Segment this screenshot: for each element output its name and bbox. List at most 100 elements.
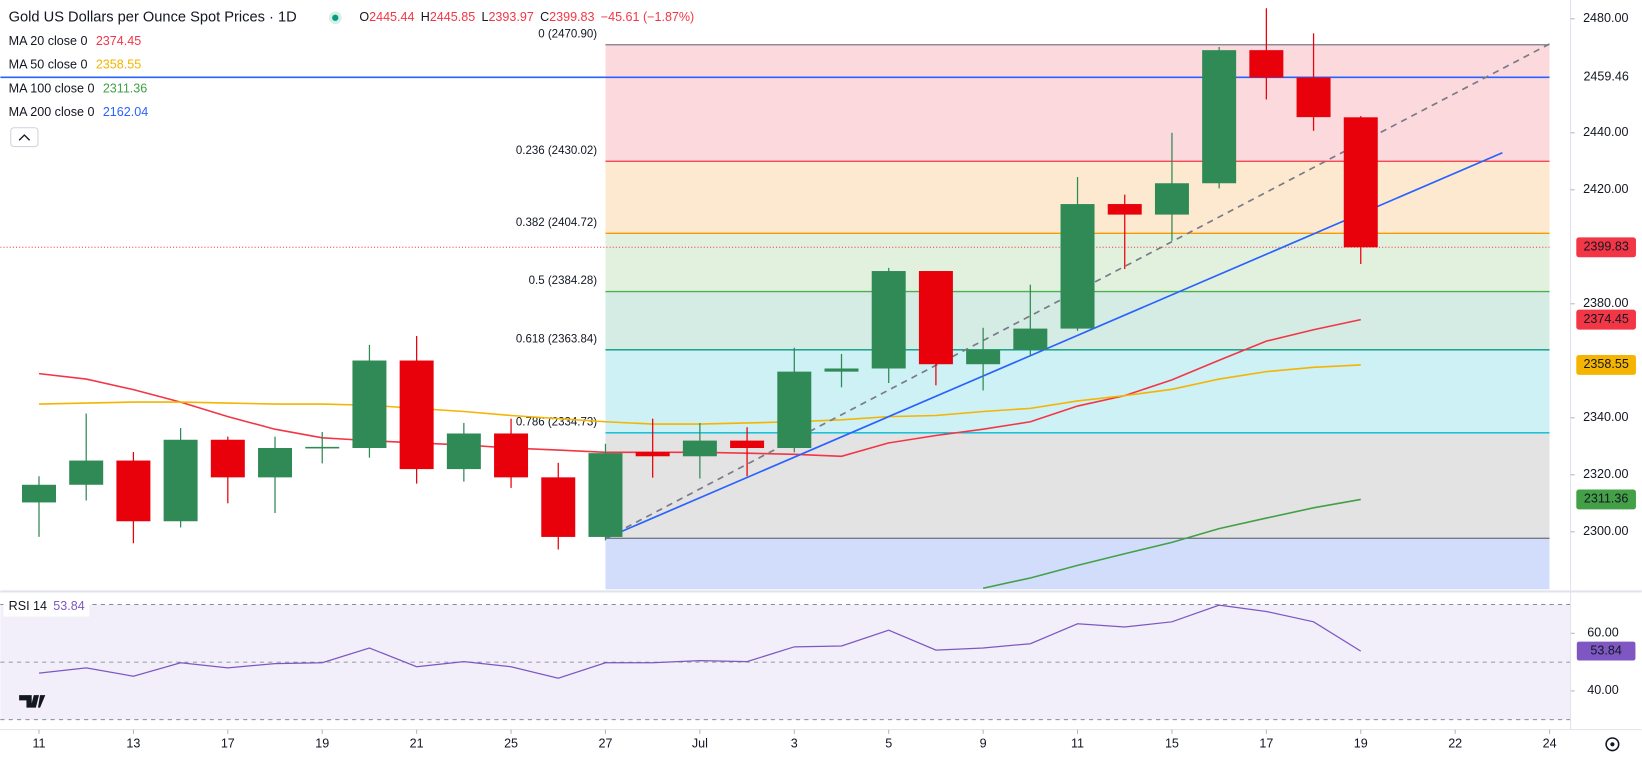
candle-body [871, 271, 906, 369]
ohlc-label: H [421, 10, 430, 24]
candle-body [163, 439, 198, 522]
x-tick-label: 17 [1259, 737, 1273, 751]
price-pane: 0 (2470.90) 0.236 (2430.02) 0.382 (2404.72… [0, 8, 1550, 590]
ohlc-value: 2445.44 [369, 10, 414, 24]
ma-legend-name: MA 100 close 0 [9, 82, 95, 96]
candle-body [1060, 204, 1095, 329]
ma-legend: MA 200 close 0 2162.04 [9, 105, 149, 119]
rsi-line [38, 604, 1362, 679]
price-tag-label: 2459.46 [1583, 70, 1628, 84]
rsi-tag-label: 53.84 [1590, 643, 1621, 657]
candle-body [1249, 50, 1284, 78]
ohlc-label: L [481, 10, 488, 24]
ma-legend: MA 100 close 0 2311.36 [9, 82, 148, 96]
candle-body [494, 433, 529, 478]
price-tag-label: 2399.83 [1583, 240, 1628, 254]
ohlc-label: O [359, 10, 369, 24]
price-tag [1576, 237, 1636, 258]
fib-label: 0.5 (2384.28) [529, 275, 598, 287]
fib-zone [605, 44, 1550, 162]
ma-legend-name: MA 50 close 0 [9, 58, 88, 72]
ma-legend: MA 20 close 0 2374.45 [9, 34, 142, 48]
rsi-y-tick-label: 40.00 [1587, 683, 1618, 697]
candle-body [588, 453, 623, 537]
candle-body [446, 433, 481, 470]
candle-body [352, 360, 387, 449]
ma-legend-name: MA 200 close 0 [9, 105, 95, 119]
ma-legend-value: 2358.55 [96, 58, 141, 72]
x-tick-label: 17 [221, 737, 235, 751]
candle-body [1296, 77, 1331, 118]
x-tick-label: 25 [504, 737, 518, 751]
ma-legend-name: MA 20 close 0 [9, 34, 88, 48]
x-tick-label: 5 [885, 737, 892, 751]
candle-body [541, 477, 576, 537]
y-tick-label: 2440.00 [1583, 125, 1628, 139]
candle-body [730, 440, 765, 449]
candle-body [1013, 328, 1048, 350]
rsi-legend-name: RSI 14 [9, 599, 47, 613]
price-tag [1576, 489, 1636, 510]
ma-legend: MA 50 close 0 2358.55 [9, 58, 142, 72]
price-tag-label: 2374.45 [1583, 312, 1628, 326]
ohlc-value: 2399.83 [549, 10, 594, 24]
candle-body [1107, 204, 1142, 215]
rsi-pane: 60.00 40.00 53.84 RSI 14 53.84 [0, 598, 1636, 721]
rsi-y-tick-label: 60.00 [1587, 626, 1618, 640]
y-tick-label: 2340.00 [1583, 410, 1628, 424]
candle-body [966, 349, 1001, 365]
fib-zone [605, 432, 1550, 539]
x-tick-label: 13 [126, 737, 140, 751]
x-tick-label: 24 [1543, 737, 1557, 751]
candle-body [69, 460, 104, 485]
moving-average-line [982, 498, 1361, 589]
ma-legend-value: 2311.36 [103, 82, 147, 96]
chart-title: Gold US Dollars per Ounce Spot Prices · … [9, 10, 297, 26]
settings-icon-center [1610, 742, 1615, 747]
settings-icon[interactable] [1605, 737, 1620, 752]
fib-label: 0.236 (2430.02) [516, 145, 597, 157]
y-tick-label: 2480.00 [1583, 11, 1628, 25]
x-tick-label: 19 [1354, 737, 1368, 751]
fib-zone [605, 538, 1550, 590]
price-tag-label: 2358.55 [1583, 357, 1628, 371]
x-tick-label: 11 [32, 737, 45, 751]
candle-body [1202, 50, 1237, 184]
ohlc-change: −45.61 (−1.87%) [601, 10, 694, 24]
ohlc-value: 2445.85 [430, 10, 475, 24]
fib-zone [605, 349, 1550, 433]
x-tick-label: 21 [410, 737, 424, 751]
y-tick-label: 2300.00 [1583, 524, 1628, 538]
y-tick-label: 2420.00 [1583, 182, 1628, 196]
candle-body [305, 446, 340, 449]
price-tag [1576, 354, 1636, 375]
candle-body [1154, 183, 1189, 215]
x-tick-label: 19 [315, 737, 329, 751]
candle-body [824, 368, 859, 372]
rsi-tag [1576, 641, 1636, 661]
ohlc-row: O2445.44 H2445.85 L2393.97 C2399.83 −45.61 (… [359, 10, 694, 24]
candle-body [399, 360, 434, 470]
y-tick-label: 2380.00 [1583, 296, 1628, 310]
price-tag-label: 2311.36 [1584, 492, 1628, 506]
rsi-legend-value: 53.84 [53, 599, 84, 613]
status-dot [332, 14, 339, 21]
collapse-icon [18, 134, 31, 141]
ma-legend-value: 2162.04 [103, 105, 148, 119]
candle-body [258, 448, 293, 478]
x-tick-label: 11 [1071, 737, 1084, 751]
ohlc-label: C [540, 10, 549, 24]
candle-body [116, 460, 151, 522]
collapse-button[interactable] [10, 127, 39, 148]
x-tick-label: 22 [1448, 737, 1462, 751]
rsi-legend-bg [3, 598, 90, 617]
x-tick-label: 15 [1165, 737, 1179, 751]
candle-body [21, 484, 56, 503]
rsi-legend: RSI 14 53.84 [9, 599, 85, 613]
price-tag [1576, 67, 1636, 88]
candle-body [918, 271, 953, 365]
candle-body [777, 371, 812, 449]
x-tick-label: 27 [598, 737, 612, 751]
